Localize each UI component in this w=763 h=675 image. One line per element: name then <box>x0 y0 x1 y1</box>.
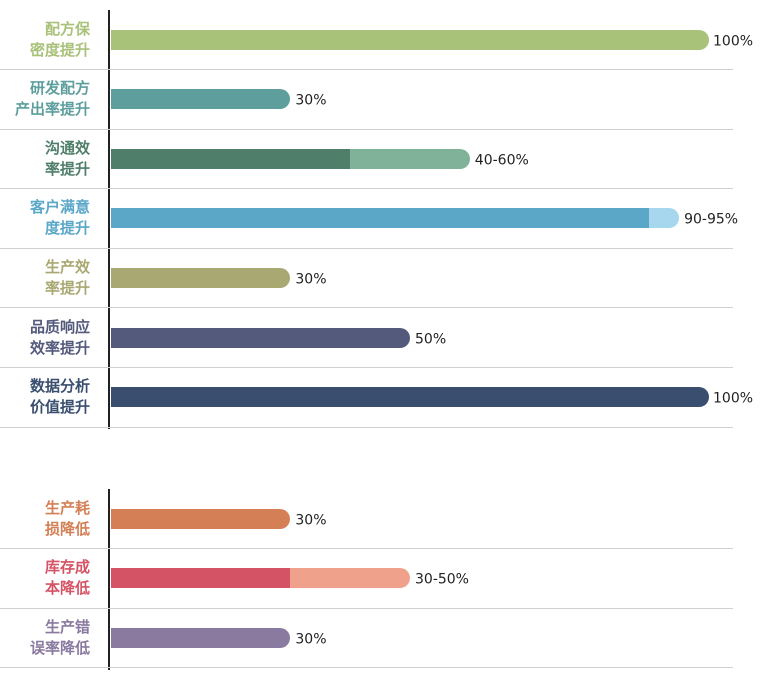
bar-row: 数据分析价值提升 100% <box>0 368 753 428</box>
category-label-line: 率提升 <box>44 278 90 297</box>
category-label-line: 品质响应 <box>29 317 90 336</box>
category-label-line: 率提升 <box>44 159 90 178</box>
category-label: 生产耗 损降低 <box>45 498 90 540</box>
category-label: 研发配方产出率提升 <box>15 78 90 120</box>
bar <box>111 89 291 110</box>
bar-min-segment <box>111 208 650 229</box>
category-label-line: 沟通效 <box>44 138 90 157</box>
bar <box>111 508 291 529</box>
bar-row: 沟通效率提升 40-60% <box>0 129 733 190</box>
bar-row: 生产耗损降低 30% <box>0 489 733 549</box>
category-label: 生产错误率降低 <box>30 617 90 659</box>
category-label-line: 数据分析 <box>29 377 90 396</box>
value-label: 30% <box>295 92 327 109</box>
bar-row: 研发配方产出率提升 30% <box>0 70 733 130</box>
category-label-line: 生产错 <box>44 617 90 636</box>
bar-min-segment <box>111 148 351 169</box>
bar <box>111 208 680 229</box>
category-label-line: 生产效 <box>44 257 90 276</box>
category-label-line: 产出率提升 <box>14 100 90 119</box>
category-label-line: 损降低 <box>44 519 90 538</box>
category-label-line: 生产耗 <box>44 498 90 517</box>
bar-row: 生产错误率降低 30% <box>0 608 733 669</box>
category-label-line: 研发配方 <box>29 79 90 98</box>
bar-row: 客户满意度提升 90-95% <box>0 189 738 249</box>
category-label-line: 库存成 <box>44 558 90 577</box>
category-label: 沟通效 率提升 <box>45 138 90 180</box>
value-label: 30% <box>295 512 327 529</box>
bar-row: 品质响应效率提升 50% <box>0 308 733 368</box>
category-label-line: 本降低 <box>44 579 90 598</box>
category-label-line: 客户满意 <box>29 198 90 217</box>
bar <box>111 568 410 589</box>
y-axis-line <box>108 489 110 670</box>
bar-row: 生产效率提升 30% <box>0 248 733 309</box>
category-label-line: 效率提升 <box>29 338 90 357</box>
category-label: 品质响应 效率提升 <box>30 317 90 359</box>
value-label: 50% <box>415 331 447 348</box>
category-label: 生产效 率提升 <box>45 257 90 299</box>
bar <box>111 267 291 288</box>
category-label-line: 配方保 <box>44 19 90 38</box>
value-label: 90-95% <box>684 211 739 228</box>
bar-row: 库存成本降低 30-50% <box>0 549 733 609</box>
bar <box>111 627 291 648</box>
value-label: 30-50% <box>415 571 469 588</box>
category-label: 客户满意度提升 <box>30 197 90 239</box>
bar-min-segment <box>111 568 291 589</box>
value-label: 100% <box>713 390 754 407</box>
value-label: 40-60% <box>474 152 529 169</box>
bar <box>111 327 410 348</box>
category-label: 数据分析 价值提升 <box>30 376 90 418</box>
category-label: 库存成 本降低 <box>45 557 90 599</box>
bar-row: 配方保密度提升 100% <box>0 10 753 70</box>
category-label-line: 度提升 <box>44 219 90 238</box>
bar <box>111 387 709 408</box>
category-label-line: 误率降低 <box>29 638 90 657</box>
value-label: 30% <box>295 271 327 288</box>
value-label: 100% <box>713 33 754 50</box>
bar <box>111 148 470 169</box>
category-label-line: 价值提升 <box>29 398 90 417</box>
category-label-line: 密度提升 <box>29 40 90 59</box>
category-label: 配方保密度提升 <box>30 19 90 61</box>
value-label: 30% <box>295 631 327 648</box>
y-axis-line <box>108 10 110 430</box>
bar <box>111 29 709 50</box>
